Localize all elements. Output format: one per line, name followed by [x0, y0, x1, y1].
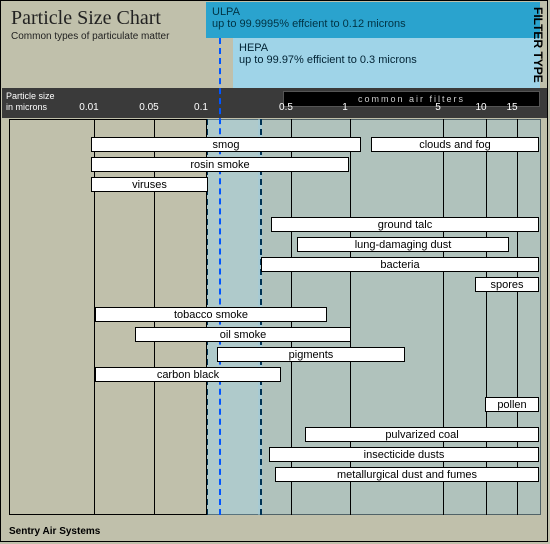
- hepa-name: HEPA: [239, 42, 534, 54]
- particle-bar: pollen: [485, 397, 539, 412]
- particle-bar: oil smoke: [135, 327, 351, 342]
- particle-bar: viruses: [91, 177, 208, 192]
- chart-frame: Particle Size Chart Common types of part…: [0, 0, 548, 542]
- particle-bar: ground talc: [271, 217, 539, 232]
- filter-type-label: FILTER TYPE: [531, 7, 545, 87]
- hepa-desc: up to 99.97% efficient to 0.3 microns: [239, 54, 534, 66]
- footer-credit: Sentry Air Systems: [9, 526, 100, 537]
- axis-band: Particle size in microns common air filt…: [2, 88, 547, 118]
- ulpa-band: ULPA up to 99.9995% effcient to 0.12 mic…: [206, 2, 540, 38]
- particle-bar: rosin smoke: [91, 157, 349, 172]
- axis-tick: 0.5: [266, 102, 306, 113]
- particle-bar: lung-damaging dust: [297, 237, 509, 252]
- axis-tick: 15: [492, 102, 532, 113]
- particle-bar: pigments: [217, 347, 405, 362]
- particle-bar: tobacco smoke: [95, 307, 327, 322]
- particle-bar: smog: [91, 137, 361, 152]
- chart-title: Particle Size Chart: [11, 7, 161, 30]
- particle-bar: metallurgical dust and fumes: [275, 467, 539, 482]
- axis-tick: 5: [418, 102, 458, 113]
- ulpa-threshold-line: [219, 38, 221, 515]
- axis-tick: 0.1: [181, 102, 221, 113]
- particle-bar: insecticide dusts: [269, 447, 539, 462]
- particle-bar: clouds and fog: [371, 137, 539, 152]
- particle-bar: bacteria: [261, 257, 539, 272]
- particle-bar: pulvarized coal: [305, 427, 539, 442]
- axis-title-line2: in microns: [6, 102, 47, 112]
- axis-tick: 0.05: [129, 102, 169, 113]
- hepa-band: HEPA up to 99.97% efficient to 0.3 micro…: [233, 38, 540, 88]
- axis-title-line1: Particle size: [6, 91, 55, 101]
- ulpa-desc: up to 99.9995% effcient to 0.12 microns: [212, 18, 534, 30]
- axis-title: Particle size in microns: [6, 91, 55, 113]
- particle-bar: carbon black: [95, 367, 281, 382]
- ulpa-name: ULPA: [212, 6, 534, 18]
- axis-tick: 0.01: [69, 102, 109, 113]
- chart-subtitle: Common types of particulate matter: [11, 31, 169, 42]
- particle-bar: spores: [475, 277, 539, 292]
- axis-tick: 1: [325, 102, 365, 113]
